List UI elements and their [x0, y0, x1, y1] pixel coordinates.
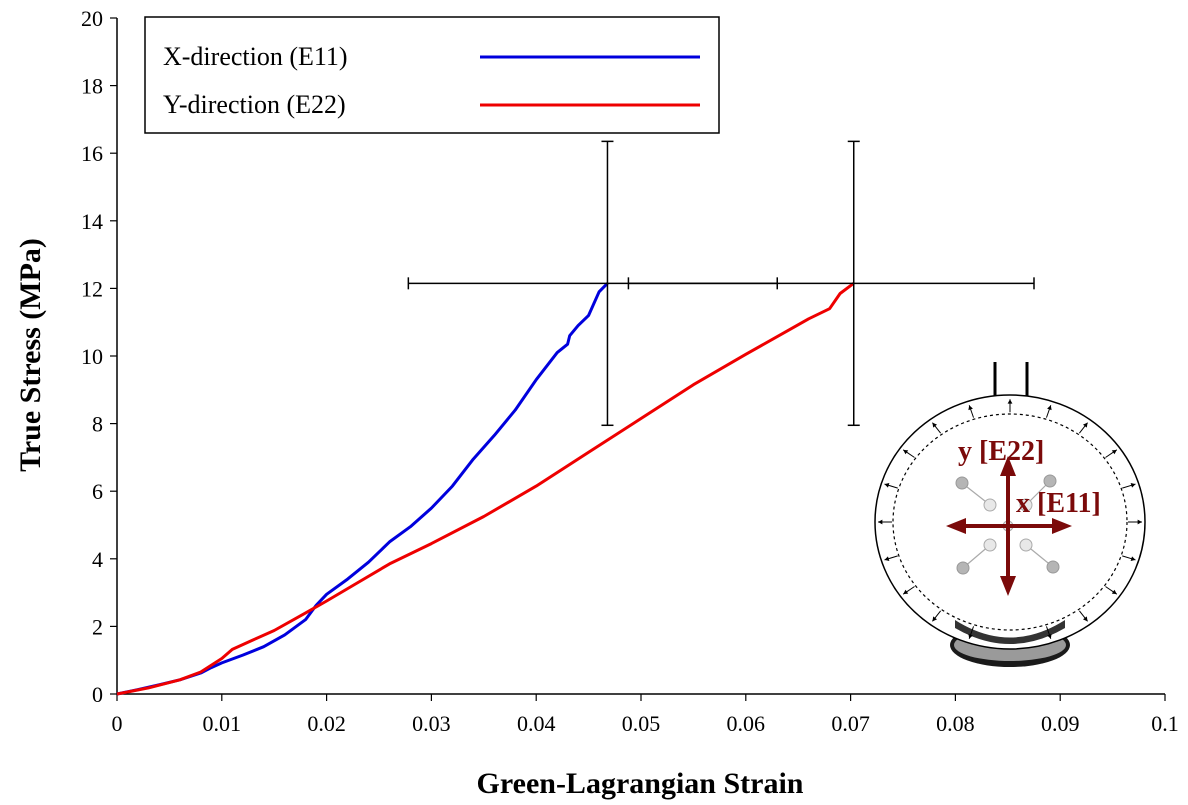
legend-label-y-direction: Y-direction (E22): [163, 90, 346, 119]
x-tick-label: 0.01: [203, 711, 242, 736]
y-tick-label: 0: [92, 682, 103, 707]
x-axis-title: Green-Lagrangian Strain: [477, 767, 804, 800]
inset-pressure-arrowhead: [968, 633, 973, 639]
inset-arrowhead-right: [1052, 518, 1072, 534]
inset-markers: [955, 474, 1060, 575]
x-tick-label: 0.04: [517, 711, 556, 736]
x-tick-label: 0.08: [936, 711, 975, 736]
inset-label-y: y [E22]: [958, 436, 1044, 467]
specimen-inset-diagram: y [E22] x [E11]: [874, 362, 1146, 667]
inset-marker-initial: [1019, 498, 1033, 512]
y-tick-label: 18: [81, 74, 103, 99]
y-axis-ticks: 0 2 4 6 8 10 12 14 16 18 20: [81, 6, 117, 707]
inset-pressure-arrowhead: [884, 556, 890, 561]
y-tick-label: 20: [81, 6, 103, 31]
inset-arrowhead-down: [1000, 576, 1016, 596]
inset-pressure-arrowhead: [903, 589, 909, 595]
x-tick-label: 0.02: [307, 711, 346, 736]
inset-lower-clamp: [955, 620, 1065, 644]
y-tick-label: 8: [92, 412, 103, 437]
inset-arrowhead-left: [946, 518, 966, 534]
inset-pressure-arrowhead: [932, 616, 938, 622]
x-tick-label: 0: [112, 711, 123, 736]
inset-label-x: x [E11]: [1016, 488, 1101, 519]
series-layer: [116, 282, 855, 696]
x-axis-ticks: 0 0.01 0.02 0.03 0.04 0.05 0.06 0.07 0.08 0.09 0.1: [112, 694, 1179, 736]
y-tick-label: 10: [81, 344, 103, 369]
x-tick-label: 0.1: [1151, 711, 1179, 736]
inset-marker-deformed: [956, 561, 970, 575]
inset-pressure-arrows: [878, 399, 1142, 639]
y-tick-label: 12: [81, 276, 103, 301]
inset-pressure-arrowhead: [1130, 483, 1136, 488]
y-axis-title: True Stress (MPa): [14, 238, 47, 472]
inset-pressure-arrowhead: [1082, 616, 1088, 622]
x-tick-label: 0.06: [727, 711, 766, 736]
inset-pressure-arrowhead: [1007, 399, 1013, 404]
inset-inner-membrane: [892, 413, 1128, 631]
series-line-x-direction: [116, 282, 609, 696]
inset-pressure-arrowhead: [903, 449, 909, 455]
inset-pressure-arrowhead: [1111, 589, 1117, 595]
inset-pressure-arrowhead: [1082, 422, 1088, 428]
inset-marker-initial: [983, 538, 997, 552]
inset-pressure-arrowhead: [1047, 633, 1052, 639]
inset-pressure-arrowhead: [932, 422, 938, 428]
x-tick-label: 0.07: [831, 711, 870, 736]
series-line-y-direction: [116, 282, 855, 696]
inset-marker-initial: [1019, 538, 1033, 552]
y-tick-label: 4: [92, 547, 103, 572]
inset-arrowhead-up: [1000, 456, 1016, 476]
y-tick-label: 14: [81, 209, 103, 234]
legend-box: [144, 16, 720, 134]
x-tick-label: 0.03: [412, 711, 451, 736]
inset-pressure-arrowhead: [884, 483, 890, 488]
legend: X-direction (E11) Y-direction (E22): [144, 16, 720, 134]
inset-marker-deformed: [955, 476, 969, 490]
inset-pressure-arrowhead: [1047, 405, 1052, 411]
y-tick-label: 6: [92, 479, 103, 504]
inset-marker-deformed: [1046, 560, 1060, 574]
inset-marker-deformed: [1043, 474, 1057, 488]
legend-label-x-direction: X-direction (E11): [163, 42, 348, 71]
error-bars: [407, 140, 1035, 427]
inset-pressure-arrowhead: [1137, 519, 1142, 525]
inset-pressure-arrowhead: [1130, 556, 1136, 561]
y-tick-label: 16: [81, 141, 103, 166]
y-tick-label: 2: [92, 614, 103, 639]
inset-pressure-arrowhead: [1111, 449, 1117, 455]
inset-pressure-arrowhead: [968, 405, 973, 411]
inset-marker-initial: [983, 498, 997, 512]
x-tick-label: 0.09: [1041, 711, 1080, 736]
x-tick-label: 0.05: [622, 711, 661, 736]
inset-pressure-arrowhead: [878, 519, 883, 525]
